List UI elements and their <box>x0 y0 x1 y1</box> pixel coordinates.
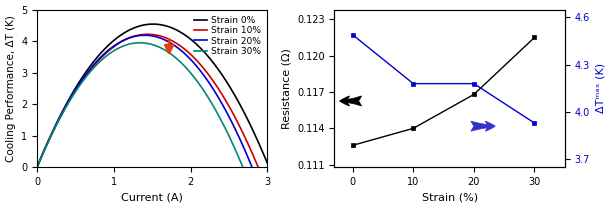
Strain 20% <box>79 77 87 79</box>
Strain 10% <box>246 145 253 148</box>
Strain 10% <box>141 33 148 36</box>
Strain 0% <box>179 32 186 35</box>
Strain 30% <box>34 166 41 168</box>
Strain 0% <box>185 36 192 39</box>
Strain 0% <box>34 166 41 168</box>
Strain 20% <box>141 34 148 36</box>
Strain 10% <box>191 57 199 60</box>
Strain 0% <box>110 39 117 42</box>
Strain 0% <box>212 65 219 67</box>
Strain 30% <box>214 112 221 115</box>
Strain 0% <box>59 110 66 113</box>
Y-axis label: Resistance (Ω): Resistance (Ω) <box>282 48 291 129</box>
Line: Strain 30%: Strain 30% <box>37 43 243 167</box>
Strain 30% <box>136 42 144 44</box>
Strain 30% <box>86 71 93 73</box>
Strain 30% <box>45 140 53 142</box>
Line: Strain 10%: Strain 10% <box>37 34 258 167</box>
Strain 10% <box>34 166 41 168</box>
Y-axis label: Cooling Performance, ΔT (K): Cooling Performance, ΔT (K) <box>5 15 15 162</box>
Legend: Strain 0%, Strain 10%, Strain 20%, Strain 30%: Strain 0%, Strain 10%, Strain 20%, Strai… <box>192 14 263 58</box>
Strain 20% <box>248 166 255 168</box>
Strain 20% <box>34 166 41 168</box>
Strain 10% <box>255 166 262 168</box>
Strain 30% <box>154 45 161 48</box>
Strain 20% <box>101 53 108 55</box>
Strain 30% <box>169 54 176 56</box>
Line: Strain 20%: Strain 20% <box>37 35 252 167</box>
X-axis label: Strain (%): Strain (%) <box>422 192 478 202</box>
Strain 0% <box>150 23 157 25</box>
Line: Strain 0%: Strain 0% <box>37 24 269 167</box>
Strain 20% <box>100 53 107 56</box>
X-axis label: Current (A): Current (A) <box>122 192 183 202</box>
Strain 20% <box>230 124 237 126</box>
Strain 10% <box>104 50 112 52</box>
Strain 30% <box>240 166 247 168</box>
Strain 20% <box>111 45 118 47</box>
Strain 0% <box>265 166 273 168</box>
Strain 0% <box>69 92 76 94</box>
Strain 20% <box>205 82 213 84</box>
Strain 30% <box>130 42 137 45</box>
Strain 10% <box>42 146 49 148</box>
Strain 10% <box>144 33 151 36</box>
Strain 10% <box>51 126 59 129</box>
Y-axis label: ΔTᵐᵃˣ (K): ΔTᵐᵃˣ (K) <box>596 63 606 113</box>
